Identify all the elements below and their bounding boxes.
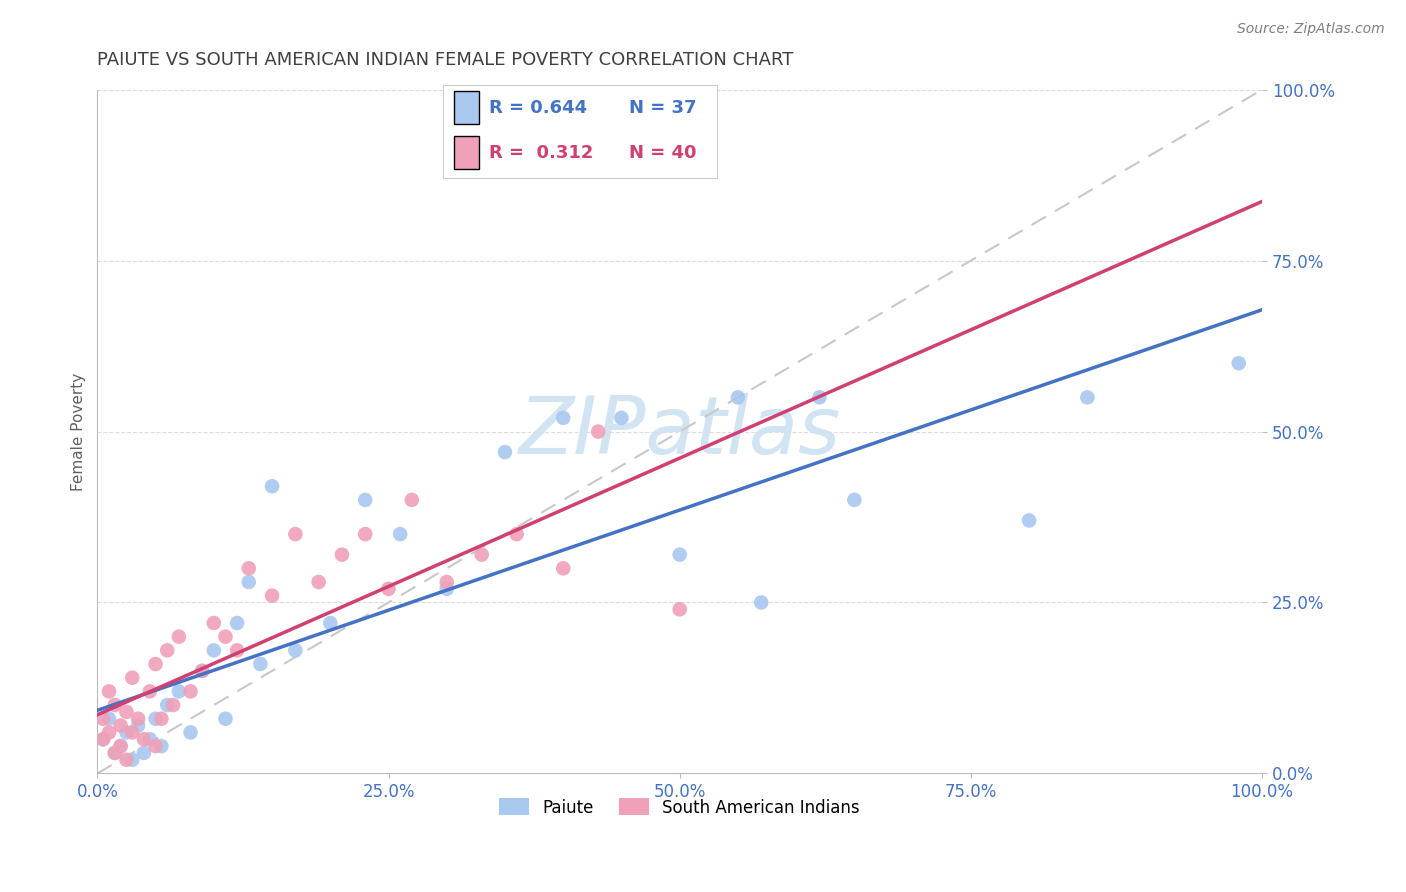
- Point: [844, 492, 866, 507]
- Point: [104, 746, 127, 760]
- Point: [494, 445, 516, 459]
- Point: [145, 712, 167, 726]
- Point: [471, 548, 494, 562]
- FancyBboxPatch shape: [454, 136, 478, 169]
- Point: [110, 718, 132, 732]
- Point: [1227, 356, 1250, 370]
- Point: [214, 630, 236, 644]
- Legend: Paiute, South American Indians: Paiute, South American Indians: [492, 792, 866, 823]
- Text: ZIPatlas: ZIPatlas: [519, 392, 841, 471]
- Point: [156, 643, 179, 657]
- Point: [180, 725, 202, 739]
- Point: [1018, 513, 1040, 527]
- Point: [260, 479, 283, 493]
- Point: [284, 527, 307, 541]
- Point: [505, 527, 527, 541]
- Point: [121, 753, 143, 767]
- Text: Source: ZipAtlas.com: Source: ZipAtlas.com: [1237, 22, 1385, 37]
- Point: [104, 746, 127, 760]
- Point: [91, 712, 114, 726]
- Point: [115, 725, 138, 739]
- Point: [202, 643, 225, 657]
- Point: [115, 753, 138, 767]
- Text: R = 0.644: R = 0.644: [489, 99, 588, 117]
- Point: [553, 561, 575, 575]
- Text: N = 40: N = 40: [630, 145, 697, 162]
- Point: [98, 712, 121, 726]
- Point: [150, 712, 173, 726]
- Point: [808, 390, 831, 404]
- Point: [260, 589, 283, 603]
- Point: [121, 725, 143, 739]
- Point: [98, 725, 121, 739]
- Point: [354, 527, 377, 541]
- Point: [110, 739, 132, 753]
- Point: [238, 574, 260, 589]
- Point: [214, 712, 236, 726]
- Point: [319, 615, 342, 630]
- Point: [132, 746, 155, 760]
- Point: [238, 561, 260, 575]
- Point: [330, 548, 353, 562]
- Point: [191, 664, 214, 678]
- Point: [162, 698, 184, 712]
- Point: [167, 630, 190, 644]
- Point: [610, 410, 633, 425]
- Point: [1076, 390, 1098, 404]
- Point: [249, 657, 271, 671]
- Point: [167, 684, 190, 698]
- Point: [156, 698, 179, 712]
- Point: [308, 574, 330, 589]
- Point: [202, 615, 225, 630]
- Y-axis label: Female Poverty: Female Poverty: [72, 373, 86, 491]
- Point: [284, 643, 307, 657]
- Point: [91, 732, 114, 747]
- Point: [110, 739, 132, 753]
- Point: [226, 643, 249, 657]
- Point: [354, 492, 377, 507]
- Point: [121, 671, 143, 685]
- Point: [749, 595, 772, 609]
- Point: [180, 684, 202, 698]
- Point: [668, 602, 690, 616]
- Text: PAIUTE VS SOUTH AMERICAN INDIAN FEMALE POVERTY CORRELATION CHART: PAIUTE VS SOUTH AMERICAN INDIAN FEMALE P…: [97, 51, 794, 69]
- Point: [586, 425, 609, 439]
- Point: [436, 582, 458, 596]
- Point: [139, 732, 162, 747]
- Point: [98, 684, 121, 698]
- Point: [115, 705, 138, 719]
- Point: [104, 698, 127, 712]
- Text: N = 37: N = 37: [630, 99, 697, 117]
- Point: [127, 712, 149, 726]
- Point: [145, 657, 167, 671]
- Point: [553, 410, 575, 425]
- Point: [436, 574, 458, 589]
- Point: [132, 732, 155, 747]
- Point: [389, 527, 412, 541]
- Point: [377, 582, 399, 596]
- FancyBboxPatch shape: [454, 91, 478, 124]
- Point: [145, 739, 167, 753]
- Point: [668, 548, 690, 562]
- Point: [127, 718, 149, 732]
- Point: [727, 390, 749, 404]
- Point: [150, 739, 173, 753]
- Point: [139, 684, 162, 698]
- Point: [191, 664, 214, 678]
- Text: R =  0.312: R = 0.312: [489, 145, 593, 162]
- Point: [91, 732, 114, 747]
- Point: [226, 615, 249, 630]
- Point: [401, 492, 423, 507]
